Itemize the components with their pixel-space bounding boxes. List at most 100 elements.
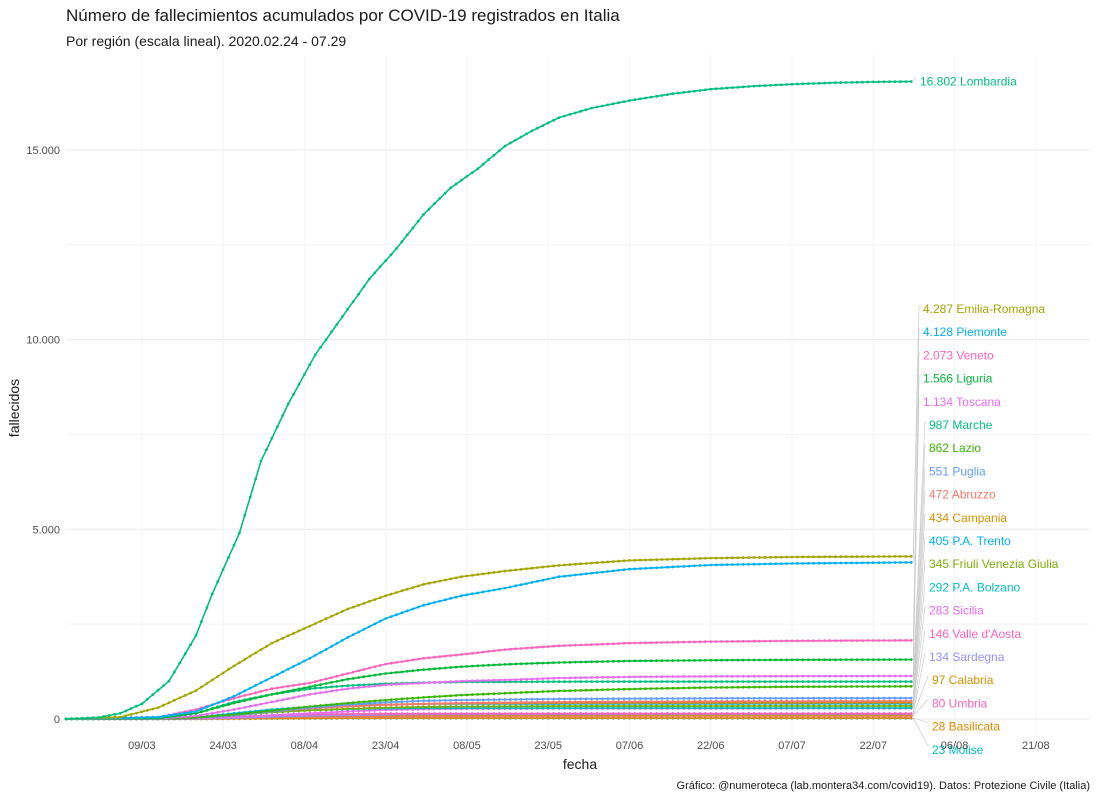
data-point — [400, 682, 404, 686]
data-point — [904, 80, 908, 83]
data-point — [606, 712, 610, 715]
data-point — [703, 658, 707, 662]
data-point — [584, 688, 588, 692]
data-point — [368, 600, 371, 603]
data-point — [714, 696, 718, 700]
data-point — [270, 436, 274, 440]
data-point — [330, 703, 333, 706]
data-point — [741, 685, 745, 689]
data-point — [525, 690, 528, 694]
data-point — [638, 704, 642, 708]
data-point — [275, 691, 279, 695]
data-point — [389, 615, 393, 618]
data-point — [828, 699, 832, 703]
data-point — [796, 696, 799, 700]
data-point — [568, 113, 572, 116]
data-point — [254, 714, 257, 718]
data-point — [481, 698, 485, 702]
data-point — [644, 697, 648, 700]
data-point — [579, 700, 583, 704]
data-point — [601, 642, 604, 646]
data-point — [525, 680, 528, 684]
data-point — [449, 577, 453, 581]
data-point — [232, 713, 236, 716]
data-point — [340, 678, 344, 682]
data-point — [638, 697, 642, 700]
data-point — [790, 685, 794, 689]
data-point — [487, 589, 490, 593]
data-point — [579, 660, 583, 664]
data-point — [790, 555, 794, 559]
data-point — [790, 82, 794, 86]
data-point — [303, 705, 306, 709]
data-point — [232, 543, 236, 547]
data-point — [389, 703, 393, 707]
data-point — [601, 570, 604, 574]
data-point — [210, 707, 214, 711]
data-point — [698, 640, 702, 644]
data-point — [313, 692, 317, 695]
data-point — [796, 658, 799, 662]
data-point — [438, 667, 442, 670]
data-point — [758, 716, 761, 720]
data-point — [248, 698, 252, 701]
data-point — [492, 698, 496, 702]
data-point — [443, 712, 447, 715]
x-tick-label: 08/04 — [291, 740, 319, 752]
data-point — [796, 685, 799, 689]
data-point — [693, 564, 696, 568]
data-point — [357, 676, 360, 679]
data-point — [888, 80, 891, 84]
data-point — [682, 659, 686, 662]
data-point — [698, 658, 702, 662]
data-point — [454, 182, 458, 186]
data-point — [736, 563, 740, 566]
data-point — [888, 658, 891, 661]
data-point — [628, 659, 631, 663]
data-point — [340, 610, 344, 613]
data-point — [752, 696, 756, 700]
data-point — [362, 683, 366, 687]
series-label: 2.073 Veneto — [923, 348, 994, 362]
data-point — [330, 676, 333, 679]
data-point — [557, 116, 561, 119]
data-point — [427, 581, 431, 585]
data-point — [194, 710, 198, 713]
data-point — [470, 712, 474, 715]
data-point — [834, 561, 837, 565]
data-point — [731, 704, 734, 708]
data-point — [297, 687, 301, 691]
data-point — [313, 680, 317, 683]
data-point — [563, 697, 566, 701]
data-point — [801, 82, 805, 86]
data-point — [595, 105, 599, 109]
data-point — [259, 648, 263, 651]
data-point — [243, 658, 247, 661]
data-point — [395, 661, 398, 664]
data-point — [422, 696, 425, 699]
data-point — [785, 696, 788, 700]
data-point — [546, 712, 550, 715]
data-point — [628, 704, 631, 708]
data-point — [861, 674, 864, 678]
data-point — [823, 716, 826, 720]
data-point — [324, 686, 328, 689]
data-point — [557, 661, 561, 664]
data-point — [606, 660, 610, 663]
data-point — [899, 704, 902, 708]
data-point — [400, 697, 404, 701]
data-point — [568, 706, 572, 710]
data-point — [671, 565, 675, 569]
data-point — [454, 595, 458, 599]
x-tick-label: 23/05 — [534, 740, 562, 752]
data-point — [834, 696, 837, 700]
data-point — [758, 699, 761, 703]
data-point — [736, 85, 740, 89]
data-point — [275, 425, 279, 429]
data-point — [882, 680, 886, 683]
data-point — [460, 693, 463, 697]
data-point — [552, 712, 555, 715]
data-point — [741, 674, 745, 678]
data-point — [698, 700, 702, 703]
series-emilia-romagna — [64, 555, 913, 721]
